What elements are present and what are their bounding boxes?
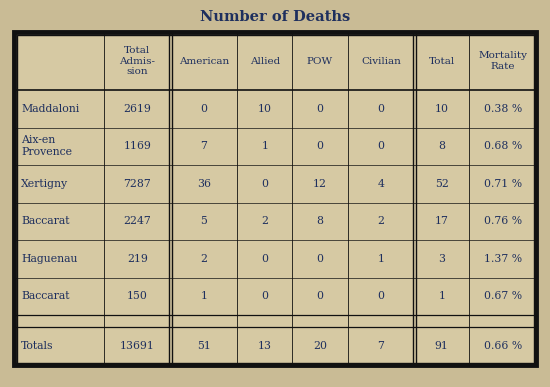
Bar [14, 32, 536, 365]
Text: 3: 3 [438, 254, 446, 264]
Text: 7: 7 [377, 341, 384, 351]
Text: 1: 1 [200, 291, 207, 301]
Text: 52: 52 [435, 179, 449, 189]
Text: Xertigny: Xertigny [21, 179, 68, 189]
Text: 0: 0 [316, 104, 323, 114]
Bar [16, 34, 534, 363]
Text: 1: 1 [377, 254, 384, 264]
Text: 1169: 1169 [123, 141, 151, 151]
Text: 0.68 %: 0.68 % [483, 141, 522, 151]
Text: Aix-en
Provence: Aix-en Provence [21, 135, 72, 157]
Text: 0: 0 [261, 179, 268, 189]
Text: 36: 36 [197, 179, 211, 189]
Text: 5: 5 [201, 216, 207, 226]
Text: 4: 4 [377, 179, 384, 189]
Text: 0.67 %: 0.67 % [483, 291, 522, 301]
Text: American: American [179, 57, 229, 65]
Text: 7: 7 [201, 141, 207, 151]
Text: 0.76 %: 0.76 % [483, 216, 522, 226]
Text: 0.66 %: 0.66 % [483, 341, 522, 351]
Text: 7287: 7287 [123, 179, 151, 189]
Text: 1: 1 [438, 291, 446, 301]
Text: 150: 150 [127, 291, 148, 301]
Text: Number of Deaths: Number of Deaths [200, 10, 350, 24]
Text: 0: 0 [377, 141, 384, 151]
Text: 0: 0 [316, 291, 323, 301]
Text: 1.37 %: 1.37 % [483, 254, 522, 264]
Text: 0.71 %: 0.71 % [483, 179, 522, 189]
Text: 0: 0 [316, 141, 323, 151]
Text: 0: 0 [316, 254, 323, 264]
Text: 0.38 %: 0.38 % [483, 104, 522, 114]
Text: 2: 2 [377, 216, 384, 226]
Text: 0: 0 [377, 104, 384, 114]
Text: Total
Admis-
sion: Total Admis- sion [119, 46, 155, 76]
Text: 2619: 2619 [123, 104, 151, 114]
Text: Mortality
Rate: Mortality Rate [478, 51, 527, 71]
Text: 10: 10 [258, 104, 272, 114]
Text: 0: 0 [261, 254, 268, 264]
Text: 10: 10 [434, 104, 449, 114]
Text: Civilian: Civilian [361, 57, 401, 65]
Text: 2: 2 [200, 254, 207, 264]
Text: 91: 91 [435, 341, 449, 351]
Text: Baccarat: Baccarat [21, 291, 70, 301]
Text: 17: 17 [435, 216, 449, 226]
Text: Totals: Totals [21, 341, 54, 351]
Text: 2: 2 [261, 216, 268, 226]
Text: Haguenau: Haguenau [21, 254, 78, 264]
Text: 8: 8 [316, 216, 323, 226]
Text: 20: 20 [313, 341, 327, 351]
Text: 13691: 13691 [120, 341, 155, 351]
Text: Total: Total [428, 57, 455, 65]
Text: 51: 51 [197, 341, 211, 351]
Text: POW: POW [307, 57, 333, 65]
Text: Baccarat: Baccarat [21, 216, 70, 226]
Text: Allied: Allied [250, 57, 280, 65]
Text: 2247: 2247 [123, 216, 151, 226]
Text: 0: 0 [261, 291, 268, 301]
Text: Maddaloni: Maddaloni [21, 104, 79, 114]
Text: 13: 13 [258, 341, 272, 351]
Text: 0: 0 [377, 291, 384, 301]
Text: 219: 219 [127, 254, 148, 264]
Text: 8: 8 [438, 141, 446, 151]
Text: 12: 12 [313, 179, 327, 189]
Text: 0: 0 [200, 104, 207, 114]
Text: 1: 1 [261, 141, 268, 151]
Bar [14, 32, 536, 365]
